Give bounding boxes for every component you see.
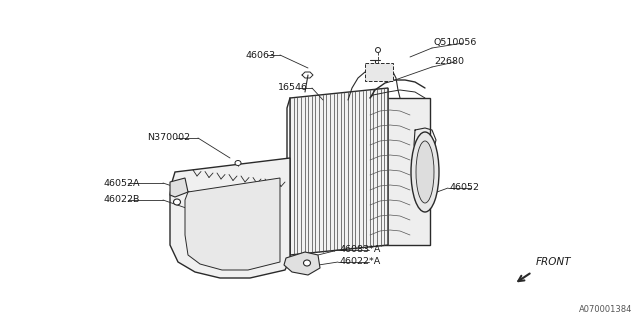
Text: 16546: 16546 [278,84,308,92]
Ellipse shape [303,260,310,266]
Text: Q510056: Q510056 [434,38,477,47]
Text: FRONT: FRONT [536,257,572,267]
Ellipse shape [173,199,180,205]
Text: 22680: 22680 [434,58,464,67]
Text: 46022B: 46022B [103,196,140,204]
Polygon shape [370,98,430,245]
Text: 46052: 46052 [450,183,480,193]
Ellipse shape [416,141,434,203]
Ellipse shape [235,161,241,165]
Polygon shape [284,252,320,275]
Text: N370002: N370002 [147,133,190,142]
Text: 46063: 46063 [246,51,276,60]
Ellipse shape [411,132,439,212]
Polygon shape [170,158,290,278]
Text: 46052A: 46052A [103,179,140,188]
Polygon shape [365,63,393,81]
Text: 46022*A: 46022*A [340,258,381,267]
Text: 46083*A: 46083*A [340,245,381,254]
Ellipse shape [376,47,381,52]
Polygon shape [185,178,280,270]
Text: A070001384: A070001384 [579,305,632,314]
Polygon shape [290,88,388,255]
Polygon shape [170,178,188,197]
